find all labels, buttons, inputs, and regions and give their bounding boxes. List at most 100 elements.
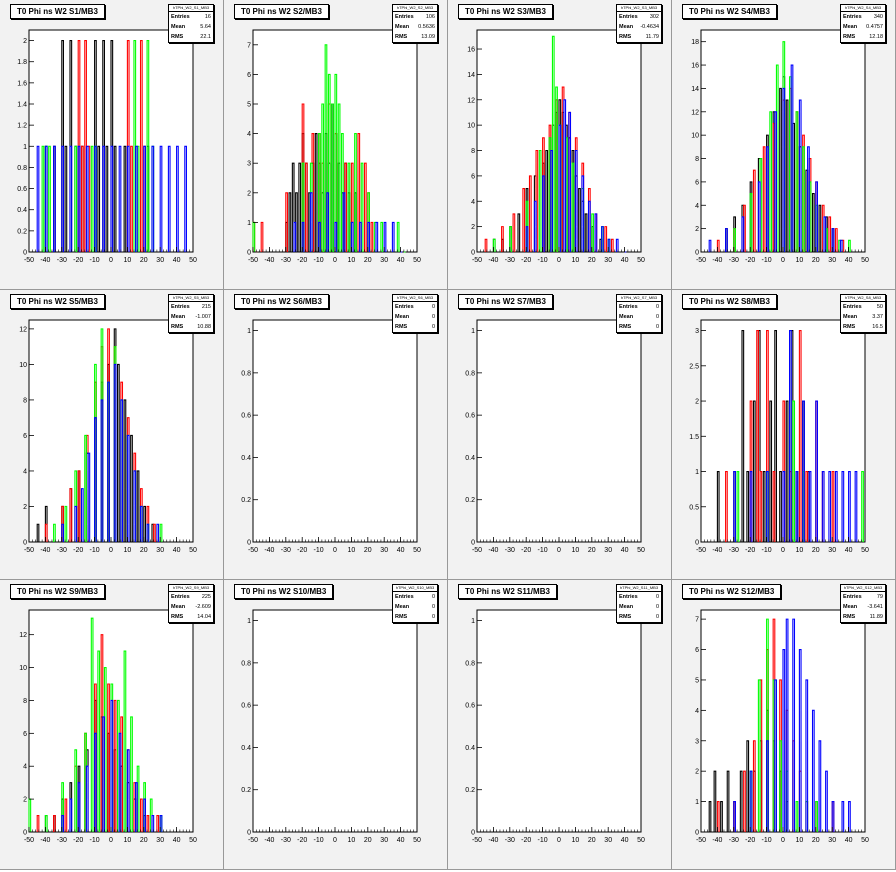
y-tick-label: 8 xyxy=(23,397,27,404)
y-tick-label: 1 xyxy=(471,618,475,625)
histogram-pad: -50 -40 -30 -20 -10 0 10 20 30 40 50 0 0.2 0.4 0.6 0.8 1… xyxy=(224,290,448,580)
y-tick-label: 6 xyxy=(471,173,475,180)
stats-value: 0 xyxy=(655,614,659,620)
y-tick-label: 0.8 xyxy=(17,165,27,172)
stats-value: 0.5636 xyxy=(418,24,435,30)
y-tick-label: 0.4 xyxy=(17,207,27,214)
x-tick-label: -10 xyxy=(538,837,548,844)
y-tick-label: 6 xyxy=(695,179,699,186)
x-tick-label: -10 xyxy=(314,837,324,844)
x-tick-label: 20 xyxy=(140,547,148,554)
stats-label: Entries xyxy=(619,304,638,310)
series-blue xyxy=(61,363,160,542)
y-tick-label: 3 xyxy=(247,161,251,168)
y-tick-label: 4 xyxy=(695,708,699,715)
x-tick-label: -30 xyxy=(57,547,67,554)
x-tick-label: -20 xyxy=(745,547,755,554)
y-tick-label: 1 xyxy=(471,328,475,335)
series-blue xyxy=(293,192,403,253)
x-tick-label: -30 xyxy=(57,257,67,264)
stats-box: hTPhi_W2_S1_MB3 Entries 16 Mean 5.64 RMS 22.1 xyxy=(168,4,214,43)
x-tick-label: 0 xyxy=(109,257,113,264)
x-tick-label: -10 xyxy=(538,547,548,554)
x-tick-label: 10 xyxy=(348,257,356,264)
y-tick-label: 5 xyxy=(247,102,251,109)
y-tick-label: 0.2 xyxy=(465,787,475,794)
stats-row-mean: Mean 0.4757 xyxy=(841,22,885,32)
x-tick-label: -50 xyxy=(248,837,258,844)
stats-label: Mean xyxy=(395,314,410,320)
x-tick-label: -10 xyxy=(314,257,324,264)
stats-row-entries: Entries 0 xyxy=(393,302,437,312)
x-tick-label: -40 xyxy=(40,257,50,264)
stats-histogram-name: hTPhi_W2_S9_MB3 xyxy=(169,585,213,592)
x-tick-label: 20 xyxy=(364,547,372,554)
stats-value: -0.4634 xyxy=(640,24,659,30)
series-blue xyxy=(708,64,843,252)
stats-label: Entries xyxy=(619,14,638,20)
x-tick-label: -20 xyxy=(521,837,531,844)
y-tick-label: 1.6 xyxy=(17,80,27,87)
stats-label: Mean xyxy=(395,604,410,610)
stats-value: 106 xyxy=(425,14,435,20)
stats-value: 16 xyxy=(204,14,211,20)
x-tick-label: -50 xyxy=(472,547,482,554)
y-tick-label: 2.5 xyxy=(689,363,699,370)
y-tick-label: 3 xyxy=(695,738,699,745)
y-tick-label: 0 xyxy=(23,830,27,837)
stats-value: 0 xyxy=(655,604,659,610)
x-tick-label: 40 xyxy=(397,837,405,844)
x-tick-label: -50 xyxy=(248,547,258,554)
x-tick-label: 40 xyxy=(621,257,629,264)
y-tick-label: 8 xyxy=(23,698,27,705)
x-tick-label: 30 xyxy=(156,837,164,844)
stats-histogram-name: hTPhi_W2_S10_MB3 xyxy=(393,585,437,592)
stats-row-rms: RMS 16.5 xyxy=(841,322,885,332)
stats-box: hTPhi_W2_S2_MB3 Entries 106 Mean 0.5636 RMS 13… xyxy=(392,4,438,43)
stats-row-mean: Mean 0 xyxy=(393,312,437,322)
stats-label: Mean xyxy=(619,24,634,30)
y-tick-label: 1.5 xyxy=(689,434,699,441)
y-tick-label: 10 xyxy=(467,123,475,130)
x-tick-label: -30 xyxy=(281,257,291,264)
series-green xyxy=(733,41,851,252)
y-tick-label: 1 xyxy=(247,328,251,335)
stats-value: 225 xyxy=(201,594,211,600)
stats-label: Entries xyxy=(619,594,638,600)
histogram-pad: -50 -40 -30 -20 -10 0 10 20 30 40 50 0 2 4 6 8 10 12 14 16 1… xyxy=(672,0,896,290)
stats-value: 22.1 xyxy=(200,34,211,40)
series-blue xyxy=(733,330,858,542)
stats-box: hTPhi_W2_S11_MB3 Entries 0 Mean 0 RMS 0 xyxy=(616,584,662,623)
stats-box: hTPhi_W2_S12_MB3 Entries 79 Mean -3.641 RMS 11… xyxy=(840,584,886,623)
x-tick-label: 10 xyxy=(124,257,132,264)
x-tick-label: 10 xyxy=(348,547,356,554)
x-tick-label: 50 xyxy=(637,547,645,554)
y-tick-label: 2 xyxy=(23,504,27,511)
x-tick-label: 10 xyxy=(572,257,580,264)
x-tick-label: 30 xyxy=(604,547,612,554)
x-tick-label: 30 xyxy=(380,837,388,844)
x-tick-label: 10 xyxy=(572,547,580,554)
y-tick-label: 2 xyxy=(471,224,475,231)
x-tick-label: -30 xyxy=(729,547,739,554)
y-tick-label: 4 xyxy=(23,468,27,475)
histogram-title: T0 Phi ns W2 S8/MB3 xyxy=(682,294,777,309)
stats-value: 0 xyxy=(431,314,435,320)
y-tick-label: 1.4 xyxy=(17,102,27,109)
x-tick-label: 30 xyxy=(156,257,164,264)
y-tick-label: 2 xyxy=(247,190,251,197)
x-tick-label: 30 xyxy=(380,257,388,264)
y-tick-label: 18 xyxy=(691,39,699,46)
y-tick-label: 12 xyxy=(19,326,27,333)
y-tick-label: 0.5 xyxy=(689,504,699,511)
x-tick-label: -40 xyxy=(488,837,498,844)
stats-row-entries: Entries 0 xyxy=(617,302,661,312)
y-tick-label: 0.6 xyxy=(241,413,251,420)
stats-label: Mean xyxy=(843,604,858,610)
stats-row-rms: RMS 0 xyxy=(617,612,661,622)
x-tick-label: -20 xyxy=(73,547,83,554)
x-tick-label: -30 xyxy=(57,837,67,844)
x-tick-label: 30 xyxy=(604,837,612,844)
series-blue xyxy=(733,618,851,832)
y-tick-label: 10 xyxy=(691,133,699,140)
